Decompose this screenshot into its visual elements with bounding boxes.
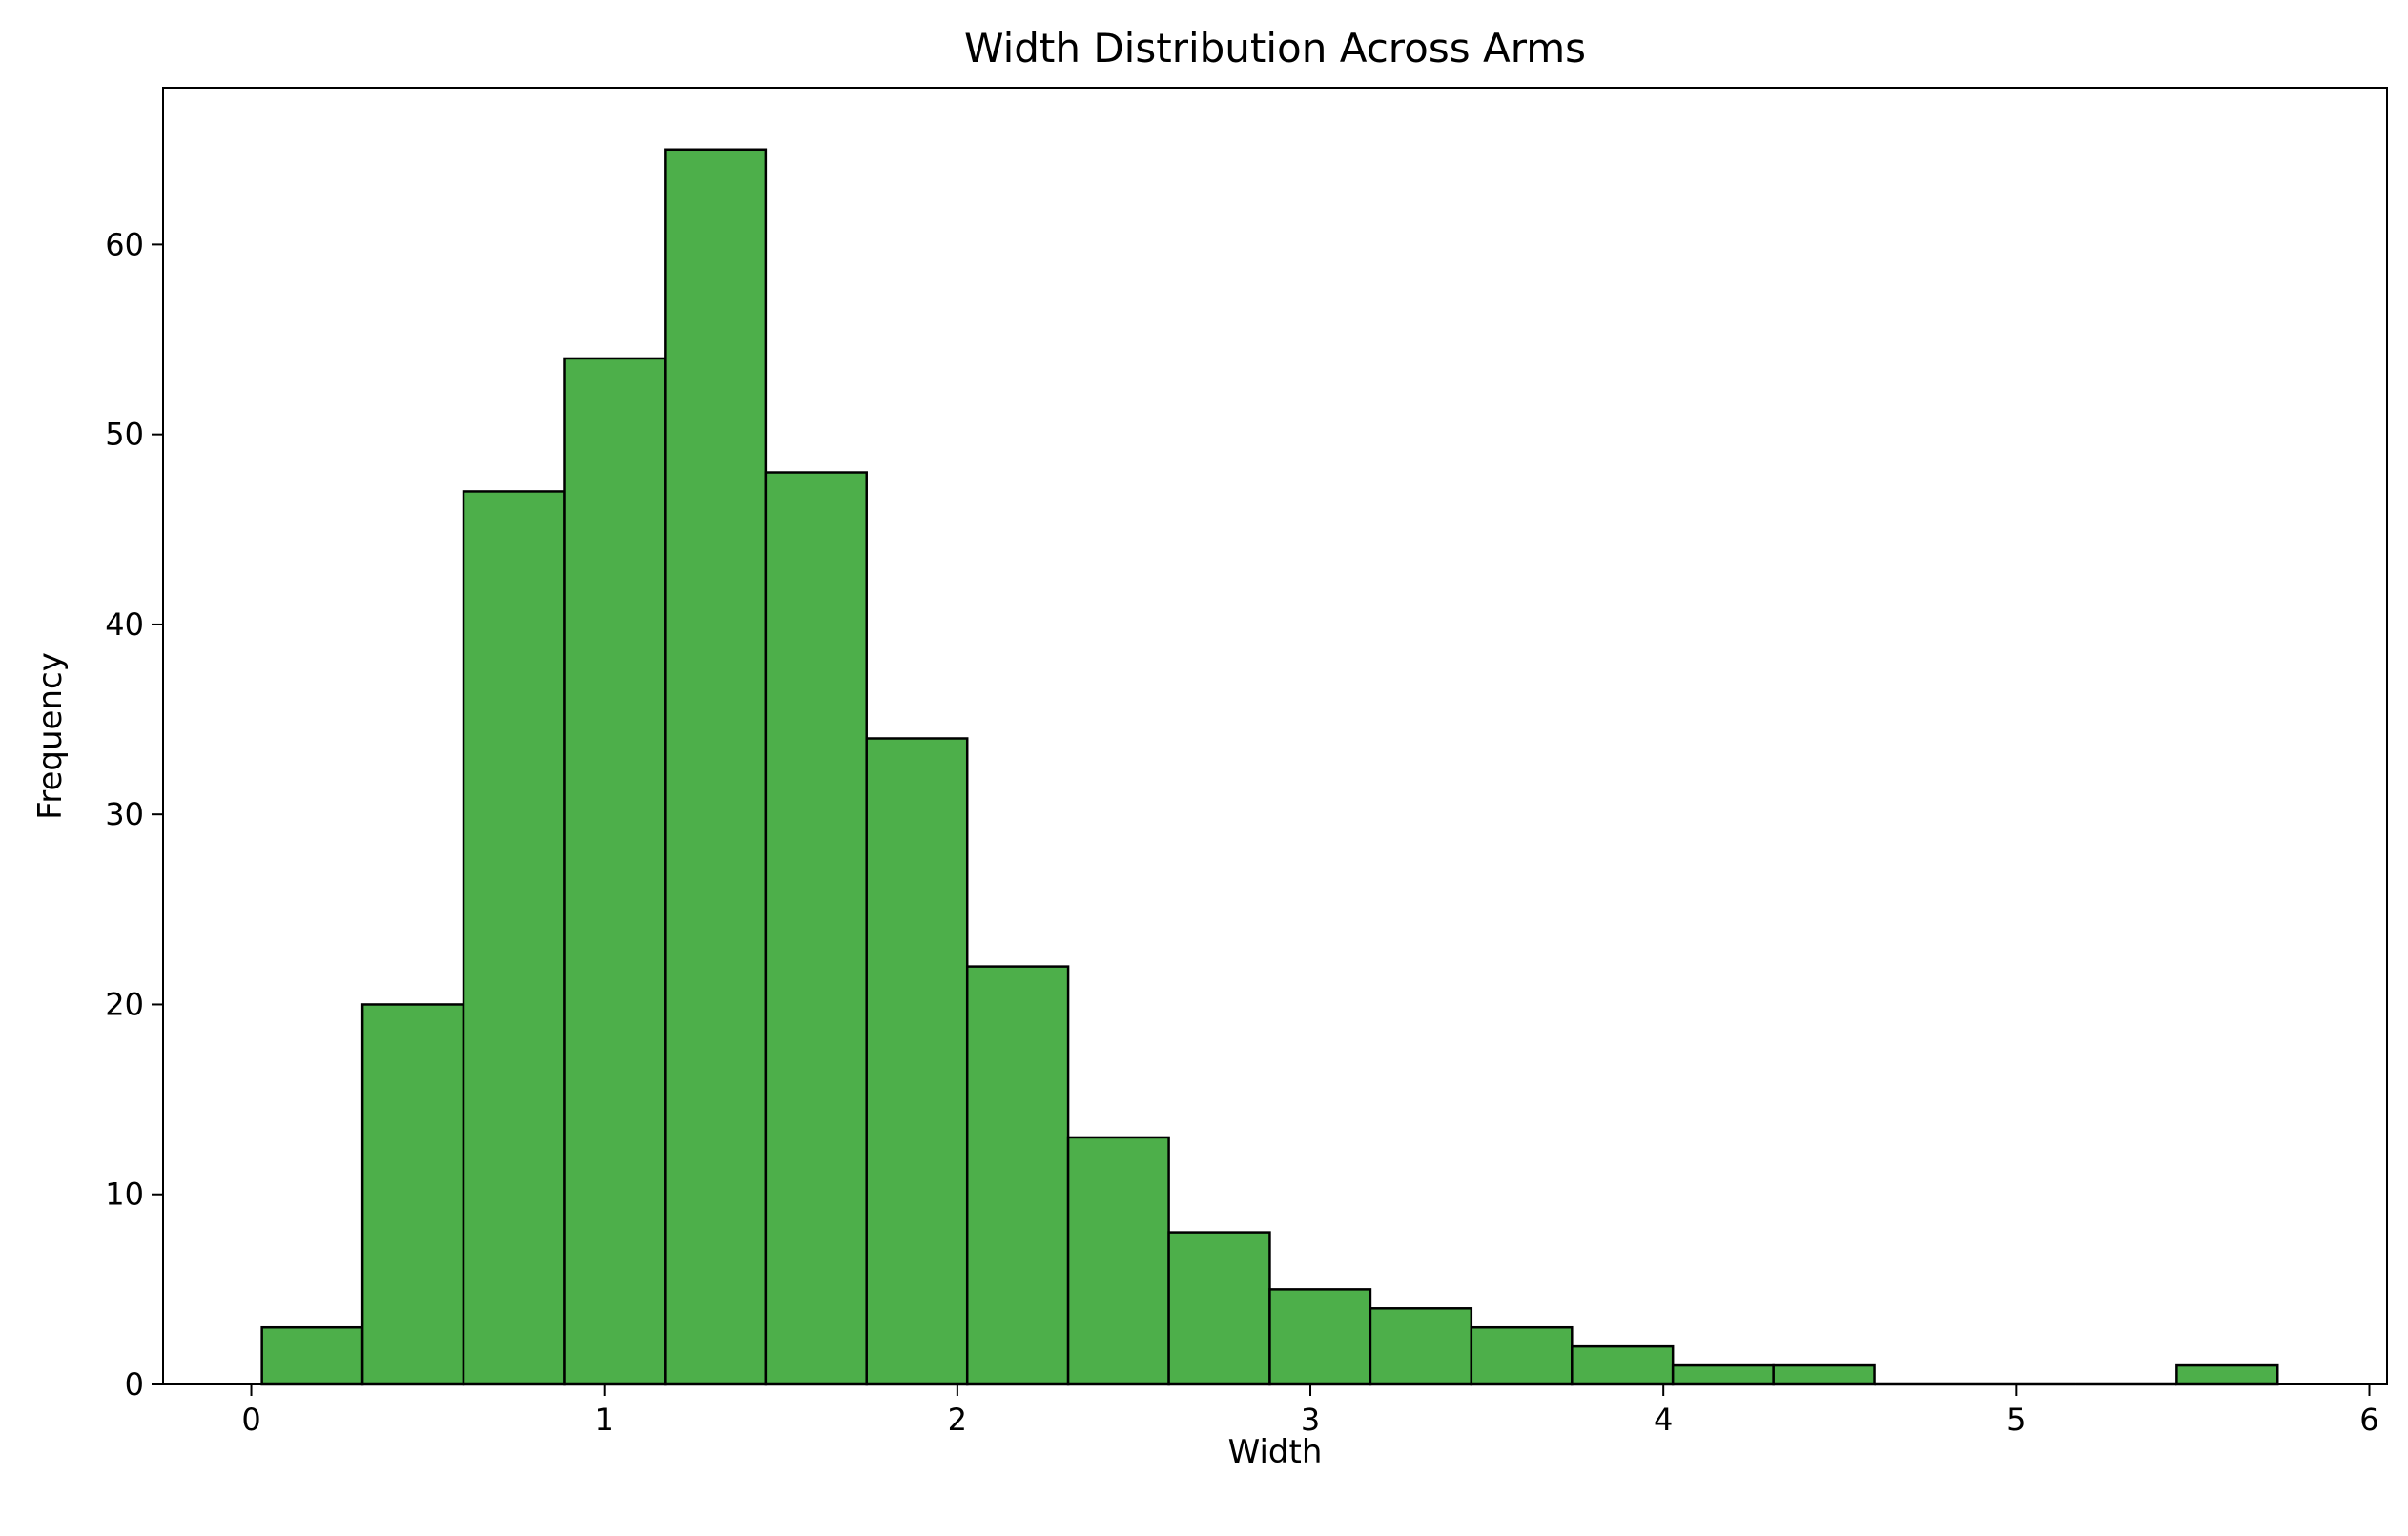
x-tick-label: 1: [595, 1402, 614, 1438]
histogram-bar: [2175, 1363, 2279, 1386]
histogram-bar: [360, 1003, 465, 1386]
histogram-bar: [1268, 1288, 1372, 1386]
y-tick-label: 20: [105, 986, 144, 1022]
histogram-bar: [260, 1325, 364, 1386]
y-axis-ticks: 0 10 20 30 40 50 60: [105, 226, 163, 1403]
x-tick-label: 4: [1654, 1402, 1673, 1438]
x-tick-label: 2: [948, 1402, 967, 1438]
histogram-bar: [965, 965, 1070, 1386]
y-tick-label: 0: [125, 1366, 144, 1403]
y-axis-label: Frequency: [31, 652, 70, 820]
chart-title: Width Distribution Across Arms: [964, 25, 1586, 72]
x-tick-label: 3: [1301, 1402, 1320, 1438]
x-axis-ticks: 0 1 2 3 4 5 6: [241, 1384, 2379, 1438]
histogram-bar: [462, 490, 566, 1386]
histogram-bar: [563, 357, 667, 1386]
plot-frame: [162, 87, 2388, 1385]
bars-group: [260, 148, 2279, 1386]
y-tick-label: 10: [105, 1177, 144, 1213]
y-tick-label: 50: [105, 417, 144, 453]
y-tick-label: 40: [105, 606, 144, 643]
histogram-bar: [865, 737, 969, 1386]
y-tick-label: 60: [105, 226, 144, 262]
histogram-bar: [1671, 1363, 1775, 1386]
histogram-bar: [664, 148, 768, 1386]
histogram-bar: [1066, 1136, 1170, 1386]
x-tick-label: 6: [2359, 1402, 2378, 1438]
x-axis-label: Width: [1228, 1433, 1323, 1471]
histogram-bar: [1772, 1363, 1876, 1386]
histogram-bar: [1167, 1231, 1271, 1386]
histogram-bar: [1470, 1325, 1574, 1386]
x-tick-label: 0: [241, 1402, 260, 1438]
x-tick-label: 5: [2007, 1402, 2026, 1438]
y-tick-label: 30: [105, 796, 144, 832]
histogram-bar: [1369, 1307, 1473, 1386]
histogram-bar: [1571, 1344, 1675, 1386]
histogram-bar: [764, 471, 868, 1386]
